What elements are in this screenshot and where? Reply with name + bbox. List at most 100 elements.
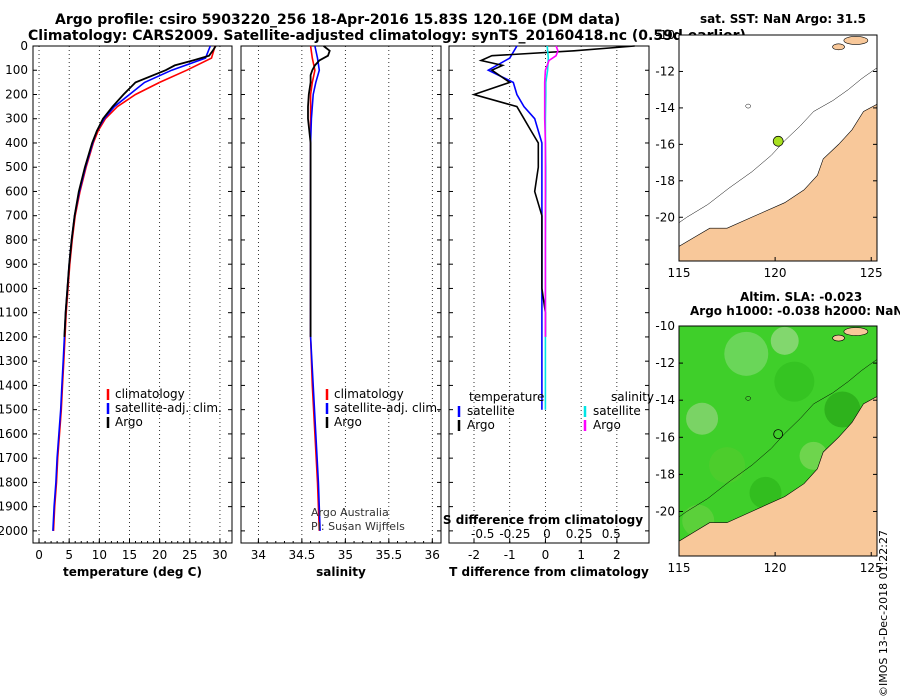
sla-anomaly-patch [824, 391, 861, 428]
map-alt-lat-tick-label: -16 [655, 430, 675, 444]
difference-x-tick-label: -1 [504, 548, 516, 562]
difference-x-tick-label: -2 [468, 548, 480, 562]
map-sst-lat-tick-label: -14 [655, 101, 675, 115]
temperature-x-axis-label: temperature (deg C) [63, 565, 202, 579]
australia-land [679, 103, 877, 261]
depth-tick-label: 400 [5, 136, 28, 150]
salinity-x-tick-label: 34.5 [289, 548, 316, 562]
depth-tick-label: 200 [5, 87, 28, 101]
temperature-legend-label: climatology [115, 387, 185, 401]
depth-tick-label: 1600 [0, 427, 28, 441]
difference-legend-salinity-header: salinity [611, 390, 654, 404]
sla-anomaly-patch [749, 476, 782, 509]
salinity-annotation-line: PI: Susan Wijffels [311, 520, 405, 533]
difference-legend-label: satellite [593, 404, 641, 418]
difference-x-tick-label: 0 [542, 548, 550, 562]
difference-x-tick-label: 2 [613, 548, 621, 562]
temperature-legend-label: Argo [115, 415, 143, 429]
depth-tick-label: 1200 [0, 330, 28, 344]
map-alt-lat-tick-label: -20 [655, 504, 675, 518]
temperature-x-tick-label: 15 [122, 548, 137, 562]
depth-tick-label: 1400 [0, 378, 28, 392]
map-alt-lat-tick-label: -18 [655, 467, 675, 481]
map-alt-frame [678, 325, 878, 557]
bathymetry-contour [679, 67, 877, 223]
altimetry-title-line-2: Argo h1000: -0.038 h2000: NaN [690, 304, 900, 318]
difference-s-axis-label: S difference from climatology [443, 513, 643, 527]
sst-map-panel: -10 -12 -14 -16 -18 -20 115 120 125 [655, 28, 882, 280]
depth-tick-label: 100 [5, 63, 28, 77]
difference-series-1-line [471, 45, 635, 337]
salinity-x-axis-label: salinity [316, 565, 366, 579]
depth-tick-label: 2000 [0, 524, 28, 538]
bathymetry-contour [679, 359, 877, 518]
reef-contour [745, 396, 751, 401]
salinity-axes-frame [240, 45, 442, 544]
salinity-x-tick-label: 36 [425, 548, 440, 562]
map-sst-lon-tick-label: 120 [764, 266, 787, 280]
difference-s-tick-label: 0.5 [602, 527, 621, 541]
depth-tick-label: 1700 [0, 451, 28, 465]
depth-tick-label: 1800 [0, 475, 28, 489]
difference-series-0-line [486, 45, 543, 410]
difference-x-axis-label: T difference from climatology [449, 565, 649, 579]
difference-series-3-line [543, 45, 559, 337]
map-sst-lat-tick-label: -18 [655, 174, 675, 188]
salinity-series-2-line [307, 45, 331, 337]
island-land [843, 327, 869, 336]
map-sst-lat-tick-label: -20 [655, 210, 675, 224]
temperature-x-tick-label: 20 [152, 548, 167, 562]
difference-s-tick-label: -0.5 [471, 527, 494, 541]
salinity-x-tick-label: 35 [338, 548, 353, 562]
salinity-annotation-line: Argo Australia [311, 506, 389, 519]
temperature-x-tick-label: 25 [182, 548, 197, 562]
salinity-legend-label: satellite-adj. clim. [334, 401, 441, 415]
temperature-panel: 0 5 10 15 20 25 30 temperature (deg C) 0 100 200 30… [0, 39, 233, 579]
depth-tick-label: 700 [5, 209, 28, 223]
map-alt-lon-tick-label: 115 [668, 561, 691, 575]
map-sst-lat-tick-label: -16 [655, 137, 675, 151]
difference-s-tick-label: -0.25 [499, 527, 530, 541]
title-line-1: Argo profile: csiro 5903220_256 18-Apr-2… [55, 12, 621, 28]
temperature-series-0-line [52, 45, 216, 531]
depth-tick-label: 0 [20, 39, 28, 53]
sst-map-title: sat. SST: NaN Argo: 31.5 [700, 12, 866, 26]
temperature-x-tick-label: 30 [212, 548, 227, 562]
depth-tick-label: 1500 [0, 403, 28, 417]
depth-tick-label: 500 [5, 160, 28, 174]
title-line-2: Climatology: CARS2009. Satellite-adjuste… [28, 28, 746, 44]
depth-tick-label: 1900 [0, 500, 28, 514]
salinity-x-tick-label: 34 [251, 548, 266, 562]
island-land [832, 334, 845, 342]
depth-tick-label: 600 [5, 184, 28, 198]
temperature-series-1-line [52, 45, 212, 531]
map-sst-lat-tick-label: -10 [655, 28, 675, 42]
difference-legend-temperature-header: temperature [469, 390, 544, 404]
difference-axes-frame [448, 45, 650, 544]
sla-anomaly-patch [709, 447, 746, 484]
map-alt-lon-tick-label: 120 [764, 561, 787, 575]
reef-contour [745, 103, 751, 109]
sla-anomaly-patch [686, 402, 719, 435]
map-sst-lon-tick-label: 115 [668, 266, 691, 280]
map-alt-lat-tick-label: -12 [655, 356, 675, 370]
temperature-x-tick-label: 5 [65, 548, 73, 562]
depth-tick-label: 300 [5, 112, 28, 126]
map-alt-lat-tick-label: -14 [655, 393, 675, 407]
salinity-legend-label: climatology [334, 387, 404, 401]
map-sst-content [679, 35, 877, 261]
depth-tick-label: 1000 [0, 281, 28, 295]
difference-s-tick-label: 0 [543, 527, 551, 541]
depth-tick-label: 1100 [0, 306, 28, 320]
difference-s-tick-label: 0.25 [566, 527, 593, 541]
sla-anomaly-patch [774, 361, 815, 402]
depth-tick-label: 900 [5, 257, 28, 271]
difference-legend-label: Argo [593, 418, 621, 432]
island-land [832, 43, 845, 51]
difference-x-tick-label: 1 [577, 548, 585, 562]
temperature-x-tick-label: 10 [92, 548, 107, 562]
map-sst-frame [678, 34, 878, 262]
map-alt-lon-tick-label: 125 [860, 561, 883, 575]
temperature-legend-label: satellite-adj. clim. [115, 401, 222, 415]
salinity-x-tick-label: 35.5 [375, 548, 402, 562]
